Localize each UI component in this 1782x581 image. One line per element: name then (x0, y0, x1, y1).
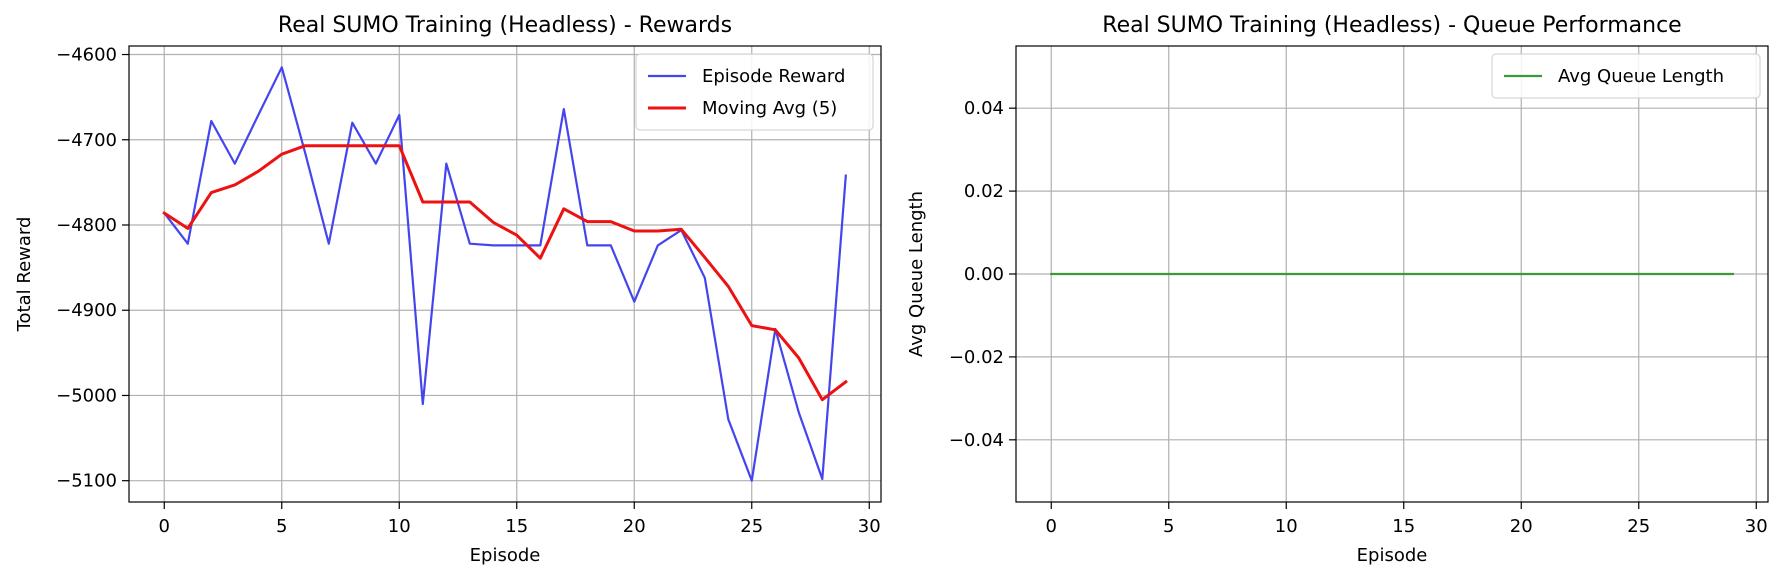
rewards-x-tick-label: 20 (623, 516, 646, 537)
queue-x-tick-label: 25 (1627, 516, 1650, 537)
queue-y-tick-label: 0.04 (964, 98, 1004, 119)
rewards-y-tick-label: −5100 (56, 471, 117, 492)
queue-y-tick-label: 0.00 (964, 264, 1004, 285)
queue-plot-frame (1015, 45, 1769, 503)
series-line-moving-avg-5 (162, 144, 848, 402)
queue-y-tick-label: −0.04 (949, 430, 1004, 451)
queue-x-tick-label: 20 (1510, 516, 1533, 537)
queue-ticks: 0 5 10 15 20 25 30 0.04 0.02 0.00 −0.02 −0.04 (949, 98, 1768, 537)
series-line-episode-reward (162, 66, 847, 482)
rewards-y-tick-label: −4800 (56, 215, 117, 236)
queue-legend-box (1491, 53, 1761, 99)
rewards-y-tick-label: −5000 (56, 385, 117, 406)
rewards-x-tick-label: 15 (505, 516, 528, 537)
rewards-series (162, 66, 848, 482)
rewards-y-axis-label: Total Reward (14, 217, 35, 333)
rewards-x-axis-label: Episode (470, 545, 541, 566)
rewards-x-tick-label: 30 (858, 516, 881, 537)
rewards-grid (129, 46, 881, 502)
queue-y-tick-label: −0.02 (949, 347, 1004, 368)
rewards-chart-title: Real SUMO Training (Headless) - Rewards (278, 13, 732, 38)
queue-chart: Real SUMO Training (Headless) - Queue Pe… (906, 13, 1769, 566)
rewards-y-tick-label: −4900 (56, 300, 117, 321)
queue-x-tick-label: 15 (1392, 516, 1415, 537)
queue-chart-title: Real SUMO Training (Headless) - Queue Pe… (1102, 13, 1681, 38)
queue-y-tick-label: 0.02 (964, 181, 1004, 202)
rewards-x-tick-label: 5 (276, 516, 287, 537)
rewards-y-tick-label: −4600 (56, 45, 117, 66)
queue-y-axis-label: Avg Queue Length (906, 191, 927, 357)
legend-entry-moving-avg: Moving Avg (5) (702, 98, 837, 119)
rewards-legend-box (635, 53, 874, 131)
queue-legend: Avg Queue Length (1491, 53, 1761, 99)
rewards-legend: Episode Reward Moving Avg (5) (635, 53, 874, 131)
queue-x-tick-label: 5 (1163, 516, 1174, 537)
rewards-plot-frame (128, 45, 882, 503)
queue-x-tick-label: 10 (1275, 516, 1298, 537)
rewards-x-tick-label: 0 (159, 516, 170, 537)
rewards-chart: Real SUMO Training (Headless) - Rewards … (14, 13, 882, 566)
queue-x-tick-label: 30 (1745, 516, 1768, 537)
queue-x-axis-label: Episode (1357, 545, 1428, 566)
legend-entry-avg-queue-length: Avg Queue Length (1558, 66, 1724, 87)
legend-entry-episode-reward: Episode Reward (702, 66, 845, 87)
rewards-ticks: 0 5 10 15 20 25 30 −4600 −4700 −4800 −4900 −5000 −51… (56, 45, 881, 537)
rewards-x-tick-label: 10 (388, 516, 411, 537)
rewards-y-tick-label: −4700 (56, 130, 117, 151)
rewards-x-tick-label: 25 (740, 516, 763, 537)
queue-x-tick-label: 0 (1046, 516, 1057, 537)
